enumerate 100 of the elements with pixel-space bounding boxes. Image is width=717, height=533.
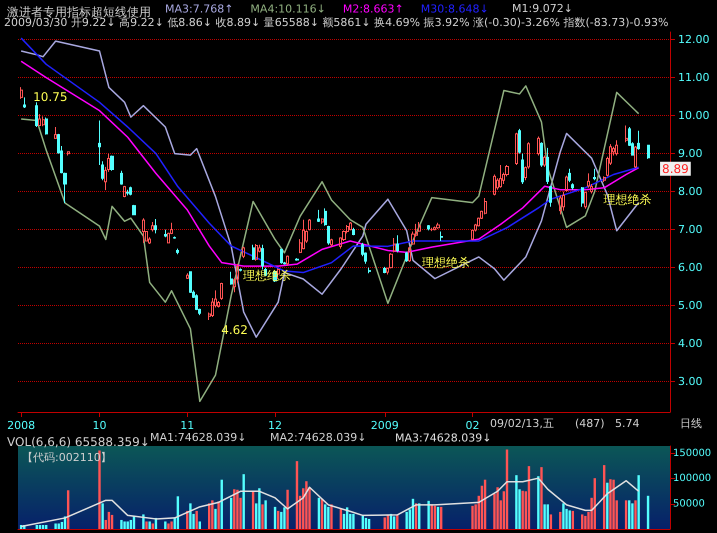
bar — [362, 516, 364, 529]
bar — [108, 512, 110, 529]
bar — [430, 504, 433, 529]
bar — [45, 524, 48, 529]
candlestick — [440, 231, 443, 242]
bar — [521, 490, 524, 529]
bar — [427, 500, 430, 529]
bar — [584, 516, 587, 529]
bar — [384, 517, 386, 529]
candlestick — [625, 124, 628, 143]
chart-title: VOL(6,6,6) 65588.359↓ — [7, 435, 150, 449]
candlestick — [129, 186, 132, 196]
candlestick — [546, 147, 549, 184]
candlestick — [584, 191, 587, 210]
bar — [568, 510, 571, 529]
bar — [418, 503, 420, 529]
line-series — [20, 85, 640, 402]
bar — [612, 480, 615, 529]
candlestick — [280, 248, 283, 264]
candlestick — [173, 236, 176, 240]
candlestick — [230, 271, 233, 286]
candlestick — [396, 234, 399, 253]
bar — [646, 496, 650, 529]
candlestick — [132, 204, 136, 216]
bar — [220, 480, 223, 529]
y-tick-label: 7.00 — [678, 223, 702, 236]
candlestick — [195, 294, 198, 311]
y-tick-label: 50000 — [673, 498, 705, 510]
x-tick-label: 10 — [92, 419, 106, 432]
candlestick — [637, 130, 640, 150]
candlestick — [35, 102, 38, 128]
candlestick — [568, 168, 571, 183]
candlestick — [562, 191, 565, 212]
candlestick — [436, 222, 440, 230]
candlestick — [239, 268, 242, 272]
text: M30:8.648↓ — [420, 2, 489, 16]
bar — [386, 514, 390, 529]
candlestick — [295, 258, 299, 262]
bar — [54, 523, 57, 529]
bar — [392, 516, 396, 529]
bar — [562, 503, 565, 529]
x-tick-label: 11 — [180, 419, 194, 432]
text: M2:8.663↑ — [342, 2, 404, 16]
bar — [496, 487, 499, 529]
text: MA4:10.116↓ — [250, 2, 326, 16]
candlestick — [286, 254, 289, 266]
bar — [208, 503, 210, 529]
bar — [38, 524, 42, 529]
candlestick — [45, 117, 48, 136]
bar — [230, 498, 232, 529]
bar — [42, 524, 44, 529]
candlestick — [408, 246, 411, 262]
candlestick — [186, 272, 189, 280]
bar — [528, 466, 530, 529]
bar — [280, 512, 283, 529]
bar — [189, 503, 192, 529]
bar — [123, 521, 126, 529]
bar — [434, 506, 436, 529]
candlestick — [615, 140, 618, 156]
candlestick — [242, 246, 245, 259]
candlestick — [647, 144, 650, 160]
y-tick-label: 8.00 — [678, 185, 702, 198]
candlestick — [540, 142, 543, 168]
x-tick-label: 02 — [466, 419, 480, 432]
candlestick — [176, 248, 179, 255]
candlestick — [571, 182, 574, 190]
bar — [352, 514, 355, 529]
candlestick — [537, 136, 540, 156]
candlestick — [565, 175, 568, 192]
candlestick — [593, 168, 596, 181]
annotation: 8.89 — [662, 162, 689, 176]
candlestick — [352, 227, 355, 236]
bar — [594, 478, 596, 529]
y-tick-label: 150000 — [673, 448, 712, 460]
bar — [120, 520, 123, 529]
bar — [283, 507, 286, 529]
candlestick — [126, 189, 129, 196]
candlestick — [327, 225, 330, 246]
bar — [609, 479, 612, 529]
bar — [572, 510, 574, 529]
y-tick-label: 9.00 — [678, 147, 702, 160]
bar — [546, 504, 549, 529]
bar — [318, 498, 320, 529]
bar — [602, 465, 606, 529]
bar — [101, 503, 104, 529]
bar — [515, 475, 518, 529]
candlestick — [120, 170, 123, 186]
bar — [130, 520, 132, 529]
candlestick — [252, 244, 255, 260]
bar — [628, 500, 630, 529]
y-tick-label: 5.00 — [678, 299, 702, 312]
y-tick-label: 3.00 — [678, 375, 702, 388]
bar — [364, 518, 368, 529]
bar — [148, 521, 151, 529]
candlestick — [123, 185, 126, 198]
candlestick — [67, 151, 70, 156]
candlestick — [220, 282, 223, 300]
bar — [252, 492, 254, 529]
bar — [405, 512, 408, 529]
candlestick — [484, 198, 487, 215]
